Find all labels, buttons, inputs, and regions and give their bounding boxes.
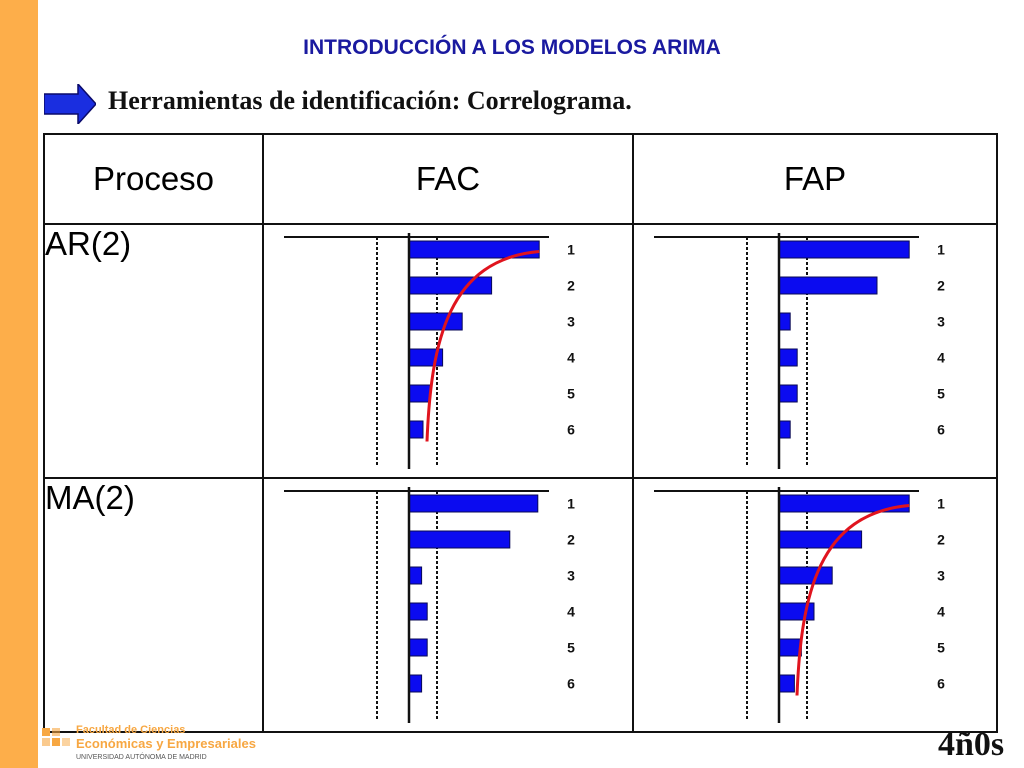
- lag-label: 6: [567, 422, 575, 438]
- lag-label: 3: [567, 314, 575, 330]
- lag-label: 6: [937, 676, 945, 692]
- lag-label: 4: [567, 604, 575, 620]
- lag-label: 5: [567, 640, 575, 656]
- bar: [408, 384, 431, 403]
- fap-ma2-chart: 1 2 3 4 5 6: [654, 487, 945, 723]
- bar: [408, 674, 423, 693]
- bar: [778, 638, 802, 657]
- lag-label: 6: [567, 676, 575, 692]
- fap-ar2-cell: 1 2 3 4 5 6: [632, 223, 998, 479]
- row-label-ma2: MA(2): [43, 477, 264, 733]
- fac-ma2-cell: 1 2 3 4 5 6: [262, 477, 634, 733]
- lag-label: 6: [937, 422, 945, 438]
- page-title: INTRODUCCIÓN A LOS MODELOS ARIMA: [303, 36, 721, 59]
- lag-label: 2: [567, 532, 575, 548]
- header-fac: FAC: [262, 133, 634, 225]
- bar: [408, 530, 511, 549]
- logo-square: [52, 738, 60, 746]
- bar: [778, 240, 910, 259]
- anniversary-badge: 4ñ0s: [938, 726, 1005, 763]
- decay-curve: [795, 504, 910, 696]
- lag-label: 1: [567, 496, 575, 512]
- faculty-logo: Facultad de Ciencias Económicas y Empres…: [42, 724, 256, 768]
- bar: [778, 384, 798, 403]
- fac-ar2-cell: 1 2 3 4 5 6: [262, 223, 634, 479]
- row-label-ar2: AR(2): [43, 223, 264, 479]
- decay-curve: [425, 250, 540, 442]
- bar: [408, 420, 424, 439]
- lag-label: 3: [937, 314, 945, 330]
- bar: [778, 276, 878, 295]
- lag-label: 2: [937, 532, 945, 548]
- lag-label: 4: [567, 350, 575, 366]
- lag-label: 3: [567, 568, 575, 584]
- bar: [778, 566, 833, 585]
- lag-label: 3: [937, 568, 945, 584]
- logo-line-1: Facultad de Ciencias: [76, 724, 186, 736]
- bar: [778, 602, 815, 621]
- bar: [778, 312, 791, 331]
- bar: [408, 276, 493, 295]
- logo-line-3: UNIVERSIDAD AUTÓNOMA DE MADRID: [76, 754, 207, 761]
- logo-square: [62, 738, 70, 746]
- table-header-row: Proceso FAC FAP: [43, 133, 998, 225]
- lag-label: 1: [937, 496, 945, 512]
- subtitle: Herramientas de identificación: Correlog…: [108, 86, 632, 115]
- fap-ar2-chart: 1 2 3 4 5 6: [654, 233, 945, 469]
- bar: [408, 566, 423, 585]
- table-row: AR(2) 1 2 3 4 5 6 1 2 3 4 5 6: [43, 223, 998, 479]
- lag-label: 1: [567, 242, 575, 258]
- logo-square: [42, 728, 50, 736]
- fap-ma2-cell: 1 2 3 4 5 6: [632, 477, 998, 733]
- header-proceso: Proceso: [43, 133, 264, 225]
- lag-label: 2: [937, 278, 945, 294]
- lag-label: 2: [567, 278, 575, 294]
- lag-label: 5: [937, 386, 945, 402]
- logo-line-2: Económicas y Empresariales: [76, 736, 256, 751]
- bar: [408, 312, 463, 331]
- correlogram-table: Proceso FAC FAP AR(2) 1 2 3 4 5 6 1 2 3 4 5 6 MA(2…: [43, 133, 998, 733]
- lag-label: 4: [937, 350, 945, 366]
- bar: [778, 530, 863, 549]
- bar: [778, 674, 795, 693]
- bar: [408, 638, 428, 657]
- header-fap: FAP: [632, 133, 998, 225]
- lag-label: 5: [937, 640, 945, 656]
- logo-square: [52, 728, 60, 736]
- bar: [408, 494, 539, 513]
- bar: [778, 420, 791, 439]
- arrow-right-icon: [44, 84, 96, 124]
- fac-ma2-chart: 1 2 3 4 5 6: [284, 487, 575, 723]
- bar: [408, 602, 428, 621]
- fac-ar2-chart: 1 2 3 4 5 6: [284, 233, 575, 469]
- lag-label: 1: [937, 242, 945, 258]
- lag-label: 4: [937, 604, 945, 620]
- bar: [778, 348, 798, 367]
- lag-label: 5: [567, 386, 575, 402]
- logo-square: [42, 738, 50, 746]
- side-accent-bar: [0, 0, 38, 768]
- table-row: MA(2) 1 2 3 4 5 6 1 2 3 4 5 6: [43, 477, 998, 733]
